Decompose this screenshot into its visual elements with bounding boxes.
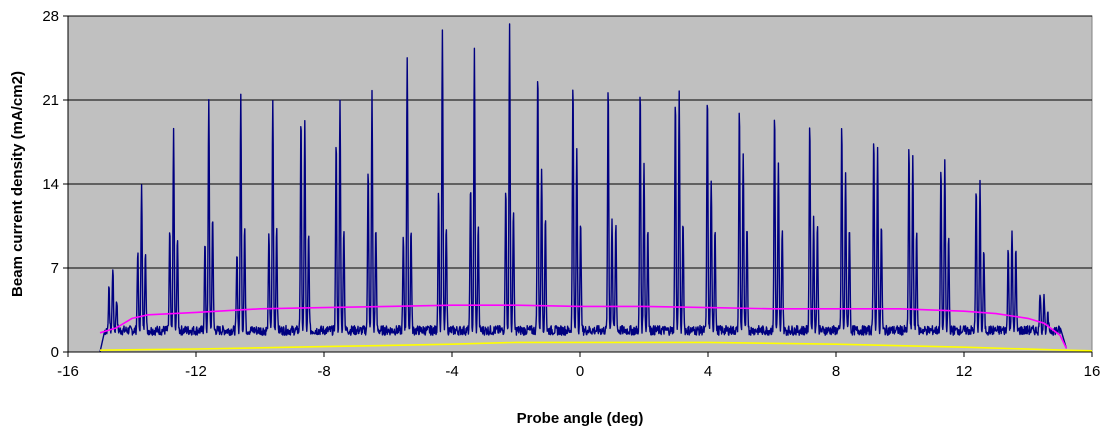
series-line-1 [99,304,1068,349]
y-axis-title: Beam current density (mA/cm2) [9,71,26,297]
x-tick-label-8: 16 [1084,363,1101,380]
y-tick-label-3: 21 [42,92,59,109]
x-tick-labels: -16 -12 -8 -4 0 4 8 12 16 [57,363,1100,380]
axes [63,15,1093,357]
x-tick-label-6: 8 [832,363,840,380]
series-line-2 [99,341,1093,352]
x-tick-label-5: 4 [704,363,712,380]
y-tick-label-1: 7 [51,260,59,277]
y-tick-labels: 0 7 14 21 28 [42,8,59,361]
series-line-0 [99,23,1068,353]
x-tick-label-3: -4 [445,363,458,380]
y-tick-label-0: 0 [51,344,59,361]
x-tick-label-7: 12 [956,363,973,380]
series-layer [99,23,1093,353]
y-tick-label-2: 14 [42,176,59,193]
x-tick-label-4: 0 [576,363,584,380]
x-tick-label-0: -16 [57,363,79,380]
x-axis-title: Probe angle (deg) [517,410,644,427]
y-tick-label-4: 28 [42,8,59,25]
x-tick-label-2: -8 [317,363,330,380]
x-tick-label-1: -12 [185,363,207,380]
